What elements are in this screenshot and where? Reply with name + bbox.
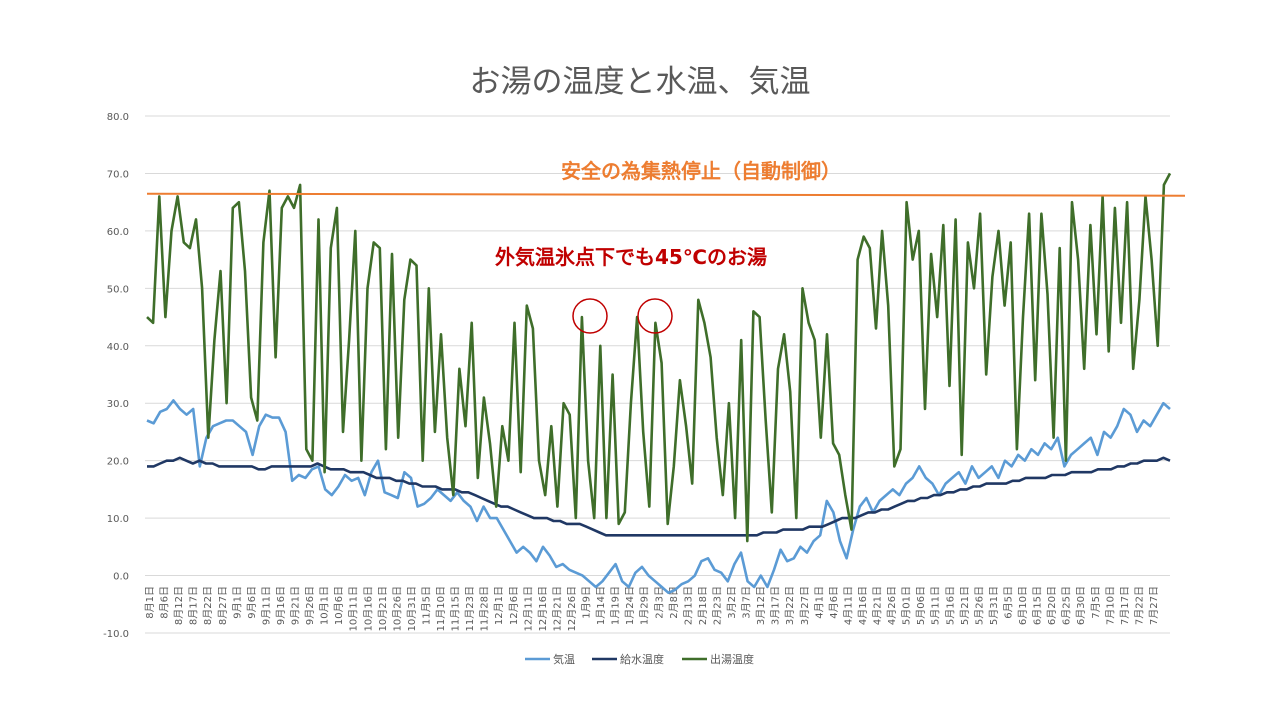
x-tick-label: 5月21日: [959, 586, 971, 625]
y-tick-label: 0.0: [113, 572, 129, 583]
x-tick-label: 3月2日: [726, 586, 738, 619]
y-axis: 80.0 70.0 60.0 50.0 40.0 30.0 20.0 10.0 0.0 -10.0: [103, 112, 129, 640]
x-tick-label: 1月14日: [595, 586, 607, 625]
x-axis: 8月1日 8月6日 8月12日 8月17日 8月22日 8月27日 9月1日 9月6日 9月11…: [144, 586, 1160, 631]
x-tick-label: 9月26日: [304, 586, 316, 625]
x-tick-label: 5月01日: [901, 586, 913, 625]
x-tick-label: 10月11日: [348, 586, 360, 631]
x-tick-label: 1月29日: [639, 586, 651, 625]
y-tick-label: 60.0: [107, 227, 129, 238]
x-tick-label: 11月5日: [420, 586, 432, 625]
legend: 気温 給水温度 出湯温度: [525, 652, 754, 666]
legend-label: 給水温度: [620, 652, 664, 666]
x-tick-label: 3月17日: [770, 586, 782, 625]
x-tick-label: 6月10日: [1017, 586, 1029, 625]
x-tick-label: 5月26日: [973, 586, 985, 625]
x-tick-label: 10月21日: [377, 586, 389, 631]
x-tick-label: 9月11日: [260, 586, 272, 625]
y-tick-label: 40.0: [107, 342, 129, 353]
threshold-line: [146, 192, 1186, 197]
x-tick-label: 7月17日: [1119, 586, 1131, 625]
x-tick-label: 1月9日: [581, 586, 593, 619]
x-tick-label: 11月10日: [435, 586, 447, 631]
series-lines: [146, 172, 1172, 595]
x-tick-label: 10月16日: [362, 586, 374, 631]
x-tick-label: 7月10日: [1104, 586, 1116, 625]
x-tick-label: 2月3日: [653, 586, 665, 619]
annotation-auto-stop: 安全の為集熱停止（自動制御）: [561, 159, 841, 183]
x-tick-label: 6月30日: [1075, 586, 1087, 625]
y-tick-label: 10.0: [107, 514, 129, 525]
chart-title: お湯の温度と水温、気温: [470, 64, 811, 100]
series-line-0: [146, 399, 1171, 595]
highlight-circle: [572, 298, 608, 334]
x-tick-label: 3月7日: [741, 586, 753, 619]
legend-label: 気温: [553, 652, 575, 666]
x-tick-label: 9月21日: [290, 586, 302, 625]
x-tick-label: 4月6日: [828, 586, 840, 619]
x-tick-label: 2月23日: [711, 586, 723, 625]
x-tick-label: 5月16日: [944, 586, 956, 625]
x-tick-label: 3月12日: [755, 586, 767, 625]
x-tick-label: 10月6日: [333, 586, 345, 625]
x-tick-label: 4月16日: [857, 586, 869, 625]
y-tick-label: 80.0: [107, 112, 129, 123]
x-tick-label: 4月1日: [813, 586, 825, 619]
x-tick-label: 6月15日: [1032, 586, 1044, 625]
x-tick-label: 2月8日: [668, 586, 680, 619]
x-tick-label: 4月26日: [886, 586, 898, 625]
y-tick-label: 20.0: [107, 457, 129, 468]
annotation-subzero: 外気温氷点下でも45℃のお湯: [495, 245, 767, 269]
x-tick-label: 7月5日: [1090, 586, 1102, 619]
x-tick-label: 12月26日: [566, 586, 578, 631]
x-tick-label: 12月16日: [537, 586, 549, 631]
x-tick-label: 5月11日: [930, 586, 942, 625]
x-tick-label: 5月06日: [915, 586, 927, 625]
x-tick-label: 2月13日: [682, 586, 694, 625]
x-tick-label: 8月22日: [202, 586, 214, 625]
x-tick-label: 1月24日: [624, 586, 636, 625]
x-tick-label: 10月31日: [406, 586, 418, 631]
legend-label: 出湯温度: [710, 652, 754, 666]
series-line-1: [147, 456, 1171, 537]
x-tick-label: 12月21日: [551, 586, 563, 631]
series-line-2: [146, 172, 1172, 543]
x-tick-label: 6月25日: [1061, 586, 1073, 625]
x-tick-label: 7月22日: [1133, 586, 1145, 625]
x-tick-label: 12月6日: [508, 586, 520, 625]
x-tick-label: 11月28日: [479, 586, 491, 631]
y-tick-label: 30.0: [107, 399, 129, 410]
x-tick-label: 2月18日: [697, 586, 709, 625]
y-tick-label: 70.0: [107, 169, 129, 180]
x-tick-label: 8月6日: [159, 586, 171, 619]
y-tick-label: 50.0: [107, 284, 129, 295]
x-tick-label: 10月1日: [319, 586, 331, 625]
x-tick-label: 9月1日: [231, 586, 243, 619]
x-tick-label: 5月31日: [988, 586, 1000, 625]
x-tick-label: 10月26日: [391, 586, 403, 631]
x-tick-label: 1月19日: [610, 586, 622, 625]
y-tick-label: -10.0: [103, 629, 129, 640]
x-tick-label: 4月11日: [842, 586, 854, 625]
x-tick-label: 7月27日: [1148, 586, 1160, 625]
x-tick-label: 6月20日: [1046, 586, 1058, 625]
x-tick-label: 3月27日: [799, 586, 811, 625]
x-tick-label: 12月1日: [493, 586, 505, 625]
x-tick-label: 9月6日: [246, 586, 258, 619]
x-tick-label: 12月11日: [522, 586, 534, 631]
x-tick-label: 6月5日: [1002, 586, 1014, 619]
x-tick-label: 11月23日: [464, 586, 476, 631]
x-tick-label: 3月22日: [784, 586, 796, 625]
x-tick-label: 4月21日: [872, 586, 884, 625]
x-tick-label: 9月16日: [275, 586, 287, 625]
x-tick-label: 11月15日: [450, 586, 462, 631]
x-tick-label: 8月17日: [188, 586, 200, 625]
highlight-circle: [637, 298, 673, 334]
x-tick-label: 8月1日: [144, 586, 156, 619]
x-tick-label: 8月12日: [173, 586, 185, 625]
x-tick-label: 8月27日: [217, 586, 229, 625]
